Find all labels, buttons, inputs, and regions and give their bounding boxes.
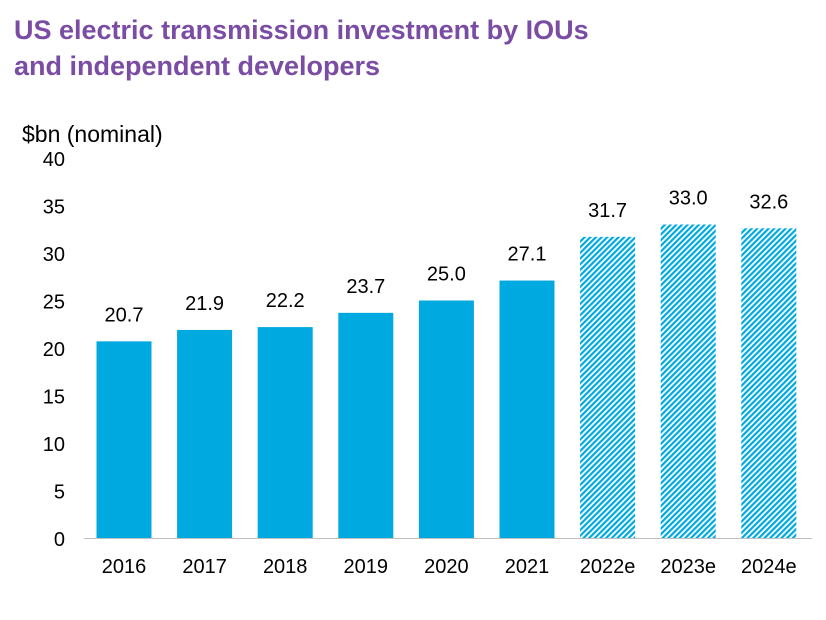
x-tick-label: 2017 <box>182 556 227 578</box>
data-label: 22.2 <box>266 290 305 312</box>
y-tick-label: 40 <box>43 149 65 171</box>
y-tick-label: 30 <box>43 244 65 266</box>
x-tick-label: 2021 <box>505 556 550 578</box>
y-tick-label: 10 <box>43 434 65 456</box>
x-tick-label: 2024e <box>741 556 797 578</box>
y-tick-label: 35 <box>43 197 65 219</box>
data-label: 31.7 <box>588 200 627 222</box>
y-axis-label: $bn (nominal) <box>22 121 163 147</box>
x-tick-label: 2023e <box>660 556 716 578</box>
chart-title: US electric transmission investment by I… <box>14 12 589 84</box>
title-line-2: and independent developers <box>14 51 381 81</box>
data-label: 23.7 <box>346 276 385 298</box>
bar-2021 <box>499 280 555 538</box>
x-tick-label: 2018 <box>263 556 308 578</box>
x-tick-label: 2022e <box>580 556 636 578</box>
data-label: 20.7 <box>105 304 144 326</box>
bar-2024e <box>741 228 797 539</box>
x-tick-label: 2016 <box>102 556 147 578</box>
data-label: 27.1 <box>508 244 547 266</box>
bar-2022e <box>580 236 636 538</box>
y-tick-label: 25 <box>43 292 65 314</box>
bar-2016 <box>96 341 152 538</box>
x-tick-label: 2019 <box>344 556 389 578</box>
bar-2018 <box>257 327 313 538</box>
data-label: 25.0 <box>427 264 466 286</box>
x-tick-label: 2020 <box>424 556 469 578</box>
y-tick-label: 20 <box>43 339 65 361</box>
y-tick-label: 5 <box>54 482 65 504</box>
y-tick-label: 15 <box>43 387 65 409</box>
y-tick-label: 0 <box>54 529 65 551</box>
data-label: 33.0 <box>669 188 708 210</box>
bar-2019 <box>338 312 394 538</box>
bar-2023e <box>660 224 716 538</box>
title-line-1: US electric transmission investment by I… <box>14 15 589 45</box>
data-label: 21.9 <box>185 293 224 315</box>
bar-2017 <box>177 329 233 538</box>
bar-2020 <box>418 300 474 538</box>
data-label: 32.6 <box>749 191 788 213</box>
